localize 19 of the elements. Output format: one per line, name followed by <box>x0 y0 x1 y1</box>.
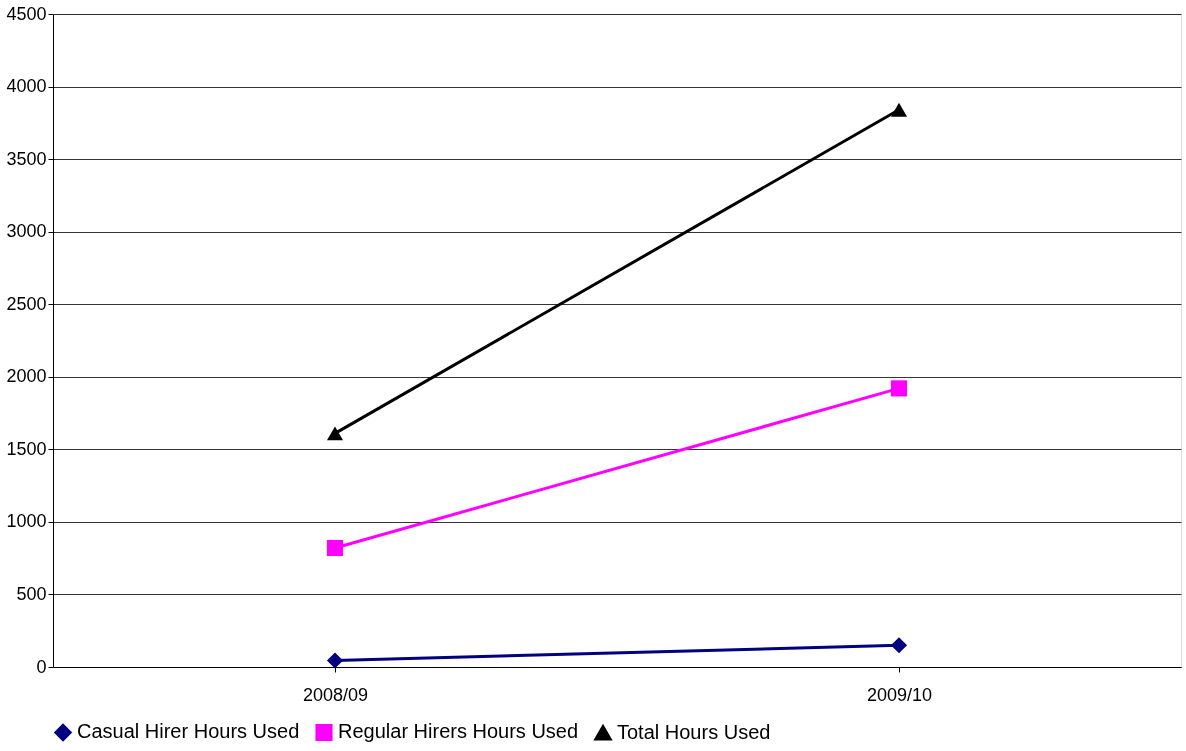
point <box>890 637 908 654</box>
point <box>326 539 344 557</box>
y-tick-label: 3000 <box>6 221 47 242</box>
point <box>326 652 344 669</box>
y-tick-label: 0 <box>36 656 47 677</box>
y-tick-label: 3500 <box>6 148 47 169</box>
legend-label: Regular Hirers Hours Used <box>338 720 579 743</box>
y-tick-label: 2500 <box>6 293 47 314</box>
y-tick-label: 1000 <box>6 511 47 532</box>
legend-label: Total Hours Used <box>617 720 771 743</box>
y-tick-label: 2000 <box>6 366 47 387</box>
x-tick-label: 2009/10 <box>866 684 933 705</box>
y-tick-label: 4000 <box>6 76 47 97</box>
x-tick-label: 2008/09 <box>302 684 369 705</box>
y-tick-label: 1500 <box>6 438 47 459</box>
y-tick-label: 500 <box>16 583 47 604</box>
y-tick-label: 4500 <box>6 3 47 24</box>
legend-label: Casual Hirer Hours Used <box>77 720 300 743</box>
point <box>890 380 908 397</box>
